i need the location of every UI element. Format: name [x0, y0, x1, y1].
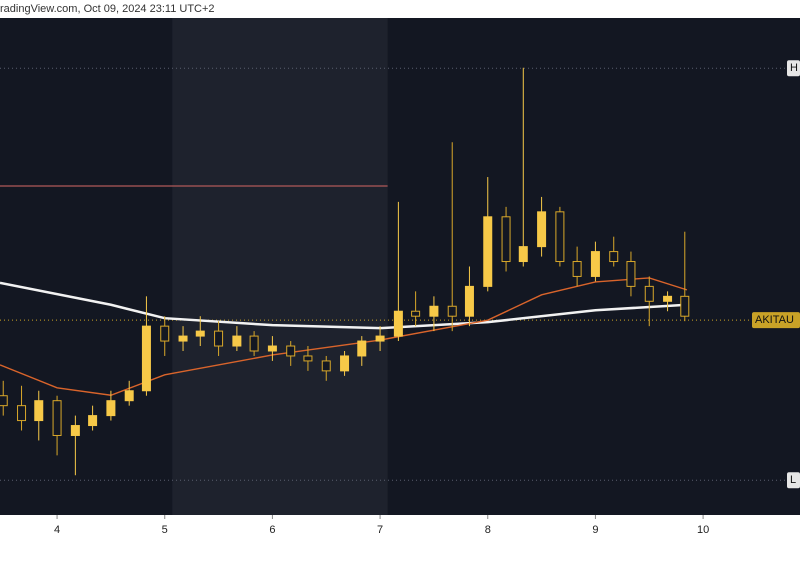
candle-body [411, 310, 421, 317]
candle-body [447, 305, 457, 317]
x-tick-label: 7 [377, 524, 383, 536]
candle-body [663, 295, 673, 302]
x-tick-label: 6 [269, 524, 275, 536]
x-tick-label: 5 [162, 524, 168, 536]
candle-body [340, 355, 350, 372]
candle-body [303, 355, 313, 362]
candle-body [572, 261, 582, 277]
level-label: AKITAU [755, 314, 794, 326]
candle-body [0, 395, 8, 407]
x-tick-label: 8 [485, 524, 491, 536]
time-axis [0, 515, 800, 566]
candle-body [249, 335, 259, 352]
level-label: H [790, 62, 798, 74]
moving-average [0, 281, 688, 330]
candle-body [214, 330, 224, 347]
candle-body [393, 310, 403, 337]
level-tag [787, 472, 800, 489]
candle-body [464, 285, 474, 317]
level-label: L [790, 474, 796, 486]
candle-body [34, 400, 44, 422]
candle-body [555, 211, 565, 263]
candle-body [141, 325, 151, 392]
x-tick-label: 4 [54, 524, 60, 536]
candle-body [483, 216, 493, 287]
candle-body [357, 340, 367, 357]
candle-body [195, 330, 205, 337]
level-tag [752, 312, 800, 329]
candle-body [124, 390, 134, 402]
level-tag [787, 60, 800, 77]
candle-body [106, 400, 116, 417]
candle-body [286, 345, 296, 357]
candle-body [267, 345, 277, 352]
candle-body [644, 285, 654, 302]
candle-body [232, 335, 242, 347]
header-text: radingView.com, Oct 09, 2024 23:11 UTC+2 [0, 3, 215, 15]
candle-body [680, 295, 690, 317]
candle-body [17, 405, 27, 422]
candle-body [88, 415, 98, 427]
candle-body [70, 425, 80, 436]
candle-body [590, 251, 600, 277]
candle-body [518, 246, 528, 263]
candle-body [626, 261, 636, 287]
candle-body [501, 216, 511, 263]
session-highlight [172, 18, 388, 515]
candle-body [609, 251, 619, 263]
candle-body [160, 325, 170, 342]
plot-background [0, 18, 800, 515]
x-tick-label: 9 [592, 524, 598, 536]
candle-body [537, 211, 547, 248]
candle-body [52, 400, 62, 436]
candle-body [375, 335, 385, 342]
x-tick-label: 10 [697, 524, 709, 536]
candle-body [178, 335, 188, 342]
candle-body [429, 305, 439, 317]
candle-body [321, 360, 331, 372]
header-bar [0, 0, 800, 18]
